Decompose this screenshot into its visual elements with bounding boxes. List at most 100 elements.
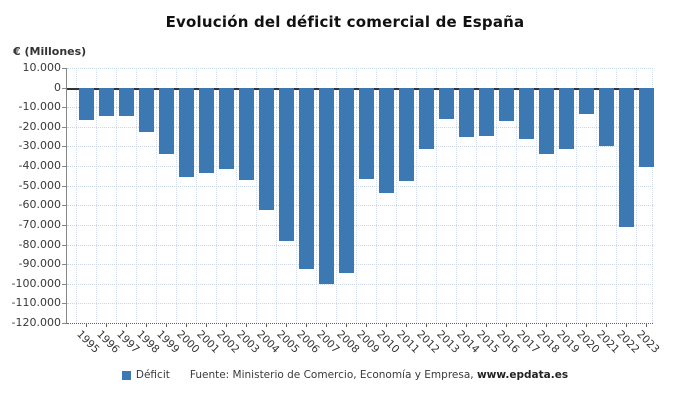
bar-2003[interactable] xyxy=(238,87,254,180)
y-tick-label: -110.000 xyxy=(11,296,61,310)
bar-2004[interactable] xyxy=(258,87,274,211)
x-axis-tick xyxy=(446,323,447,327)
vertical-gridline xyxy=(596,68,597,323)
vertical-gridline xyxy=(296,68,297,323)
x-axis-tick xyxy=(166,323,167,327)
bar-1997[interactable] xyxy=(118,87,134,117)
x-axis-tick xyxy=(426,323,427,327)
y-tick-label: -120.000 xyxy=(11,316,61,329)
horizontal-gridline xyxy=(67,185,653,187)
vertical-gridline xyxy=(256,68,257,323)
bar-2017[interactable] xyxy=(518,87,534,139)
x-axis-tick xyxy=(206,323,207,327)
bar-2018[interactable] xyxy=(538,87,554,155)
vertical-gridline xyxy=(476,68,477,323)
vertical-gridline xyxy=(576,68,577,323)
x-tick-label: 2023 xyxy=(634,328,662,356)
vertical-gridline xyxy=(652,68,653,323)
bar-2009[interactable] xyxy=(358,87,374,179)
source-prefix: Fuente: Ministerio de Comercio, Economía… xyxy=(189,369,477,381)
vertical-gridline xyxy=(436,68,437,323)
vertical-gridline xyxy=(136,68,137,323)
vertical-gridline xyxy=(76,68,77,323)
y-axis-tick xyxy=(62,303,67,305)
chart-title: Evolución del déficit comercial de Españ… xyxy=(165,13,525,31)
horizontal-gridline xyxy=(67,224,653,226)
bar-2007[interactable] xyxy=(318,87,334,284)
epdata-link[interactable]: www.epdata.es xyxy=(476,369,569,381)
y-axis-tick xyxy=(62,283,67,285)
x-axis-tick xyxy=(326,323,327,327)
legend-label: Déficit xyxy=(135,369,170,381)
y-axis-tick xyxy=(62,323,67,324)
x-axis-tick xyxy=(526,323,527,327)
bar-2013[interactable] xyxy=(438,87,454,119)
y-axis-tick xyxy=(62,185,67,187)
vertical-gridline xyxy=(376,68,377,323)
y-axis-tick xyxy=(62,205,67,207)
vertical-gridline xyxy=(556,68,557,323)
vertical-gridline xyxy=(176,68,177,323)
bar-2015[interactable] xyxy=(478,87,494,136)
bar-2019[interactable] xyxy=(558,87,574,150)
x-axis-tick xyxy=(246,323,247,327)
legend-item-deficit[interactable]: Déficit xyxy=(121,369,170,381)
bar-2002[interactable] xyxy=(218,87,234,169)
bar-2001[interactable] xyxy=(198,87,214,173)
x-axis-tick xyxy=(286,323,287,327)
x-axis-tick xyxy=(386,323,387,327)
horizontal-gridline xyxy=(67,303,653,305)
x-axis-tick xyxy=(406,323,407,327)
y-tick-label: -10.000 xyxy=(18,100,61,114)
source-text: Fuente: Ministerio de Comercio, Economía… xyxy=(190,369,568,381)
bar-2021[interactable] xyxy=(598,87,614,147)
bar-1996[interactable] xyxy=(98,87,114,117)
y-tick-label: -60.000 xyxy=(18,198,61,212)
x-axis-tick xyxy=(366,323,367,327)
y-axis-tick xyxy=(62,224,67,226)
bar-2005[interactable] xyxy=(278,87,294,241)
bar-1999[interactable] xyxy=(158,87,174,155)
x-axis-tick xyxy=(146,323,147,327)
y-axis-tick xyxy=(62,244,67,246)
y-tick-label: -30.000 xyxy=(18,139,61,153)
vertical-gridline xyxy=(96,68,97,323)
bar-2008[interactable] xyxy=(338,87,354,273)
x-axis-tick xyxy=(546,323,547,327)
x-axis-tick xyxy=(586,323,587,327)
vertical-gridline xyxy=(276,68,277,323)
x-axis-tick xyxy=(186,323,187,327)
y-tick-label: -40.000 xyxy=(18,159,61,173)
bar-2023[interactable] xyxy=(638,87,654,168)
bar-2006[interactable] xyxy=(298,87,314,270)
vertical-gridline xyxy=(336,68,337,323)
x-axis-tick xyxy=(486,323,487,327)
bar-2014[interactable] xyxy=(458,87,474,137)
bar-1995[interactable] xyxy=(78,87,94,120)
plot-area: 10.000 0 -10.000 -20.000 -30.000 -40.000 -50.0… xyxy=(12,62,662,356)
bar-2022[interactable] xyxy=(618,87,634,227)
vertical-gridline xyxy=(216,68,217,323)
y-tick-label: -70.000 xyxy=(18,217,61,231)
horizontal-gridline xyxy=(67,205,653,207)
y-tick-label: -50.000 xyxy=(18,178,61,192)
vertical-gridline xyxy=(496,68,497,323)
x-axis-tick xyxy=(506,323,507,327)
bar-2020[interactable] xyxy=(578,87,594,115)
y-axis-tick xyxy=(62,126,67,128)
vertical-gridline xyxy=(156,68,157,323)
vertical-gridline xyxy=(396,68,397,323)
bar-1998[interactable] xyxy=(138,87,154,132)
x-axis-tick xyxy=(226,323,227,327)
bar-2012[interactable] xyxy=(418,87,434,150)
vertical-gridline xyxy=(636,68,637,323)
bar-2011[interactable] xyxy=(398,87,414,181)
bar-2016[interactable] xyxy=(498,87,514,121)
bar-2010[interactable] xyxy=(378,87,394,193)
bar-2000[interactable] xyxy=(178,87,194,177)
horizontal-gridline xyxy=(67,283,653,285)
vertical-gridline xyxy=(316,68,317,323)
y-tick-label: -90.000 xyxy=(18,257,61,271)
horizontal-gridline xyxy=(67,264,653,266)
y-axis-unit-label: € (Millones) xyxy=(13,45,87,58)
